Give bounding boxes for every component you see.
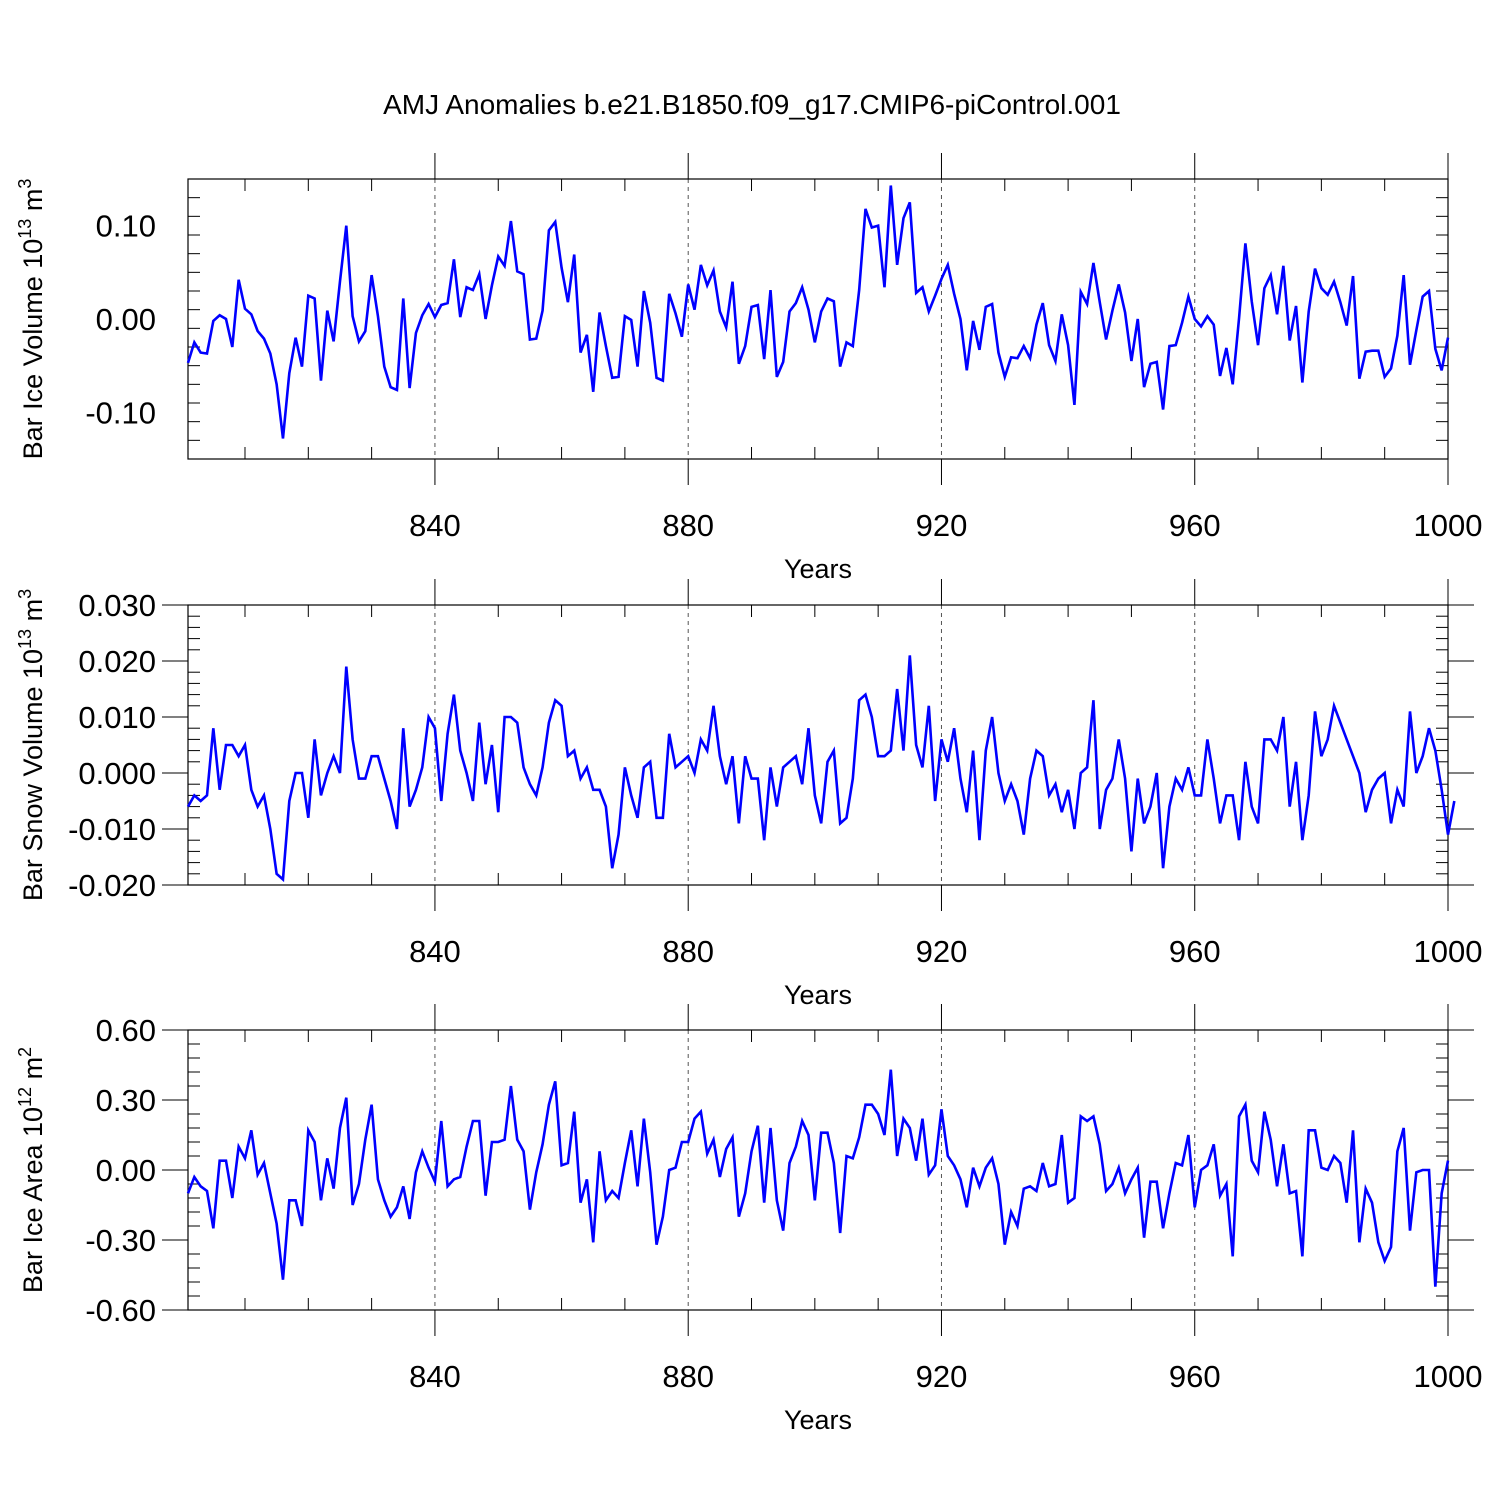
- plot-frame: [187, 178, 1449, 460]
- y-label-main: Bar Snow Volume 10: [18, 649, 48, 901]
- y-tick-label: -0.10: [85, 395, 156, 430]
- y-label-main: Bar Ice Volume 10: [18, 239, 48, 460]
- y-label-unit: m: [18, 599, 48, 629]
- x-tick-label: 880: [662, 1359, 714, 1394]
- series-line: [186, 655, 1456, 883]
- y-tick-label: -0.60: [85, 1293, 156, 1328]
- y-tick-label: 0.10: [96, 209, 156, 244]
- x-axis-label: Years: [784, 1405, 852, 1435]
- x-tick-label: 920: [916, 508, 968, 543]
- series-line: [186, 1069, 1450, 1287]
- y-tick-label: 0.00: [96, 302, 156, 337]
- y-label-main: Bar Ice Area 10: [18, 1107, 48, 1293]
- y-label-exponent: 12: [15, 1087, 35, 1107]
- series-line: [186, 185, 1450, 439]
- y-label-exponent: 13: [15, 629, 35, 649]
- y-label-unit-exponent: 2: [15, 1047, 35, 1057]
- panel-1: -0.10 0.00 0.10 840 880 920 960 1000 Years Bar Ic…: [15, 153, 1482, 584]
- y-label-unit: m: [18, 1057, 48, 1087]
- y-tick-label: -0.010: [68, 812, 156, 847]
- y-tick-label: 0.020: [78, 644, 156, 679]
- y-tick-label: 0.30: [96, 1083, 156, 1118]
- y-label-unit-exponent: 3: [15, 179, 35, 189]
- x-tick-label: 840: [409, 508, 461, 543]
- x-axis-label: Years: [784, 554, 852, 584]
- x-tick-label: 960: [1169, 1359, 1221, 1394]
- y-label-unit: m: [18, 189, 48, 219]
- y-tick-label: 0.60: [96, 1013, 156, 1048]
- y-tick-label: 0.010: [78, 700, 156, 735]
- y-tick-label: 0.00: [96, 1153, 156, 1188]
- y-label-unit-exponent: 3: [15, 589, 35, 599]
- x-tick-label: 1000: [1414, 1359, 1483, 1394]
- x-tick-label: 840: [409, 1359, 461, 1394]
- x-tick-label: 920: [916, 934, 968, 969]
- x-tick-label: 880: [662, 934, 714, 969]
- x-tick-label: 1000: [1414, 934, 1483, 969]
- y-axis-label: Bar Ice Volume 1013 m3: [15, 179, 48, 460]
- y-label-exponent: 13: [15, 219, 35, 239]
- x-axis-label: Years: [784, 980, 852, 1010]
- plot-frame: [187, 604, 1449, 886]
- x-tick-label: 1000: [1414, 508, 1483, 543]
- y-axis-label: Bar Snow Volume 1013 m3: [15, 589, 48, 901]
- y-axis-label: Bar Ice Area 1012 m2: [15, 1047, 48, 1293]
- y-tick-label: -0.30: [85, 1223, 156, 1258]
- x-tick-label: 840: [409, 934, 461, 969]
- panel-2: -0.020 -0.010 0.000 0.010 0.020 0.030 840 880 92…: [15, 579, 1482, 1010]
- x-tick-label: 960: [1169, 934, 1221, 969]
- x-tick-label: 880: [662, 508, 714, 543]
- x-tick-label: 960: [1169, 508, 1221, 543]
- y-tick-label: 0.000: [78, 756, 156, 791]
- panels: -0.10 0.00 0.10 840 880 920 960 1000 Years Bar Ic…: [15, 153, 1482, 1435]
- y-tick-label: 0.030: [78, 588, 156, 623]
- panel-3: -0.60 -0.30 0.00 0.30 0.60 840 880 920 960 1000 Ye…: [15, 1004, 1482, 1435]
- x-tick-label: 920: [916, 1359, 968, 1394]
- y-tick-label: -0.020: [68, 868, 156, 903]
- chart-title: AMJ Anomalies b.e21.B1850.f09_g17.CMIP6-…: [383, 89, 1121, 120]
